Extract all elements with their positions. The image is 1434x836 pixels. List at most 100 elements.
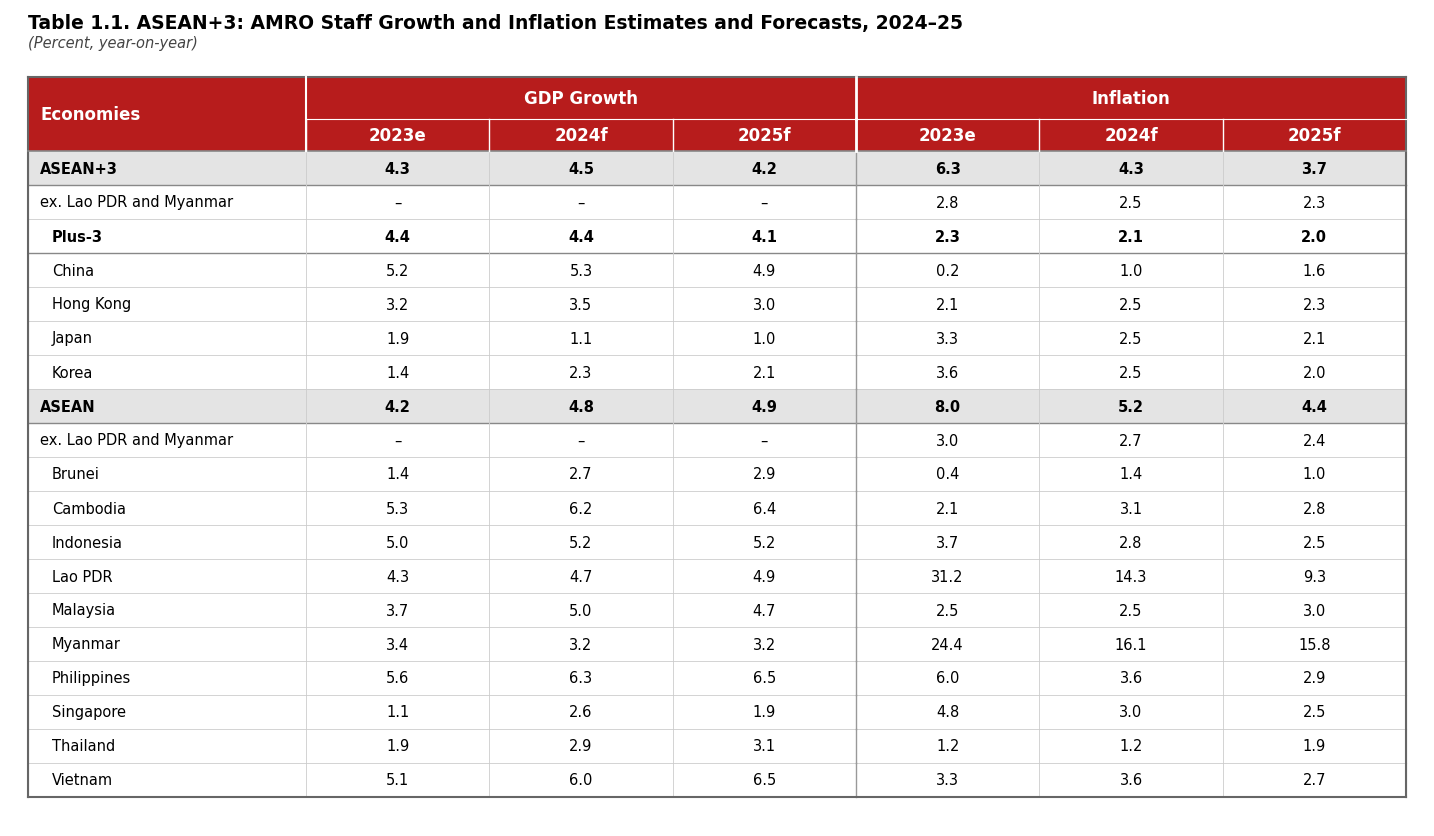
Text: 2.1: 2.1 (1119, 229, 1144, 244)
Text: 2.0: 2.0 (1301, 229, 1328, 244)
Bar (1040, 152, 1223, 186)
Bar (673, 729, 856, 763)
Bar (1223, 457, 1405, 492)
Bar (29, 492, 305, 525)
Bar (1040, 186, 1223, 220)
Bar (856, 78, 1405, 120)
Bar (1223, 355, 1405, 390)
Bar (673, 152, 856, 186)
Text: 1.2: 1.2 (936, 739, 959, 753)
Bar (1040, 763, 1223, 797)
Bar (1040, 492, 1223, 525)
Text: 3.3: 3.3 (936, 331, 959, 346)
Bar (1040, 696, 1223, 729)
Text: 3.0: 3.0 (1120, 705, 1143, 720)
Bar (489, 288, 673, 322)
Bar (1223, 696, 1405, 729)
Text: 4.3: 4.3 (1119, 161, 1144, 176)
Text: GDP Growth: GDP Growth (523, 90, 638, 108)
Bar (29, 457, 305, 492)
Bar (1040, 253, 1223, 288)
Text: 31.2: 31.2 (932, 568, 964, 584)
Bar (305, 627, 489, 661)
Text: 3.7: 3.7 (386, 603, 409, 618)
Bar (1040, 390, 1223, 424)
Bar (673, 253, 856, 288)
Bar (856, 120, 1040, 152)
Bar (489, 424, 673, 457)
Text: 3.0: 3.0 (936, 433, 959, 448)
Bar (673, 492, 856, 525)
Text: ex. Lao PDR and Myanmar: ex. Lao PDR and Myanmar (40, 433, 234, 448)
Bar (673, 120, 856, 152)
Text: 1.0: 1.0 (753, 331, 776, 346)
Text: 3.5: 3.5 (569, 297, 592, 312)
Text: 4.8: 4.8 (936, 705, 959, 720)
Bar (673, 390, 856, 424)
Bar (1040, 424, 1223, 457)
Bar (305, 492, 489, 525)
Text: 5.2: 5.2 (569, 535, 592, 550)
Text: 1.9: 1.9 (753, 705, 776, 720)
Bar (1223, 288, 1405, 322)
Text: 2025f: 2025f (737, 127, 792, 145)
Bar (1223, 763, 1405, 797)
Text: 3.4: 3.4 (386, 637, 409, 652)
Text: 6.3: 6.3 (569, 670, 592, 686)
Text: 2024f: 2024f (1104, 127, 1157, 145)
Text: Economies: Economies (40, 106, 141, 124)
Bar (1223, 594, 1405, 627)
Bar (29, 186, 305, 220)
Bar (29, 355, 305, 390)
Text: 4.5: 4.5 (568, 161, 594, 176)
Bar (856, 525, 1040, 559)
Text: 2.5: 2.5 (1120, 365, 1143, 380)
Text: 3.1: 3.1 (1120, 501, 1143, 516)
Text: 6.4: 6.4 (753, 501, 776, 516)
Bar (489, 152, 673, 186)
Bar (489, 186, 673, 220)
Bar (29, 424, 305, 457)
Text: 5.2: 5.2 (386, 263, 409, 278)
Bar (673, 559, 856, 594)
Text: 4.1: 4.1 (751, 229, 777, 244)
Text: 8.0: 8.0 (935, 399, 961, 414)
Text: 3.6: 3.6 (936, 365, 959, 380)
Bar (856, 457, 1040, 492)
Text: 6.0: 6.0 (569, 772, 592, 788)
Text: 2.6: 2.6 (569, 705, 592, 720)
Bar (1223, 186, 1405, 220)
Text: –: – (578, 433, 585, 448)
Bar (673, 525, 856, 559)
Text: 3.2: 3.2 (386, 297, 409, 312)
Bar (673, 594, 856, 627)
Bar (856, 390, 1040, 424)
Text: 9.3: 9.3 (1302, 568, 1326, 584)
Bar (305, 253, 489, 288)
Text: 1.4: 1.4 (386, 365, 409, 380)
Text: 4.7: 4.7 (753, 603, 776, 618)
Bar (305, 322, 489, 355)
Text: 2.9: 2.9 (1302, 670, 1326, 686)
Bar (1040, 120, 1223, 152)
Text: 2.3: 2.3 (1302, 297, 1326, 312)
Bar (305, 559, 489, 594)
Bar (489, 661, 673, 696)
Text: 1.9: 1.9 (1302, 739, 1326, 753)
Bar (489, 355, 673, 390)
Bar (856, 288, 1040, 322)
Text: 2.3: 2.3 (569, 365, 592, 380)
Bar (1040, 729, 1223, 763)
Text: ASEAN+3: ASEAN+3 (40, 161, 118, 176)
Bar (673, 220, 856, 253)
Text: 3.2: 3.2 (569, 637, 592, 652)
Bar (305, 661, 489, 696)
Text: 4.2: 4.2 (751, 161, 777, 176)
Text: 3.2: 3.2 (753, 637, 776, 652)
Text: 2.7: 2.7 (569, 467, 592, 482)
Bar (489, 763, 673, 797)
Bar (856, 424, 1040, 457)
Bar (29, 78, 305, 152)
Bar (856, 322, 1040, 355)
Bar (1040, 627, 1223, 661)
